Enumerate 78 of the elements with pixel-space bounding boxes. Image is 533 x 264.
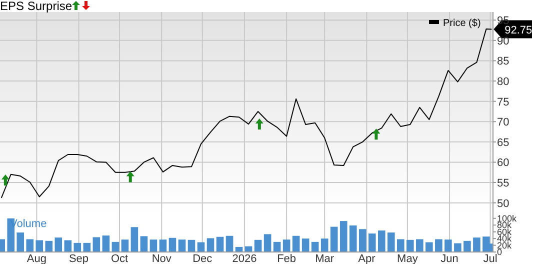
bar	[435, 239, 442, 252]
point	[1, 174, 10, 186]
data-label: 92.75	[504, 24, 532, 36]
bar	[282, 240, 290, 252]
y-tick-label: 55	[497, 178, 510, 190]
x-tick-label: May	[397, 253, 418, 264]
bar	[444, 240, 452, 252]
y-tick-label: 65	[497, 136, 510, 149]
y-tick-label: 60	[497, 157, 510, 170]
y-tick-label: 90	[497, 35, 510, 48]
bar	[130, 227, 138, 252]
point	[255, 118, 264, 130]
bar	[464, 240, 471, 252]
bar	[320, 238, 328, 252]
bar	[302, 238, 310, 252]
bar	[83, 242, 91, 252]
bar	[426, 242, 433, 252]
bar	[112, 242, 120, 252]
bar	[396, 239, 404, 252]
line-series	[0, 28, 492, 198]
y-tick-label: 0	[497, 247, 502, 257]
bar	[45, 240, 53, 252]
x-tick-label: 2026	[232, 253, 257, 264]
bar	[378, 230, 386, 252]
bar	[273, 242, 281, 252]
bar	[473, 238, 480, 252]
bar	[64, 240, 72, 252]
bar	[358, 229, 366, 252]
x-tick-label: Feb	[277, 253, 296, 264]
bar	[168, 238, 176, 252]
bar	[92, 237, 100, 252]
x-tick-label: Sep	[68, 253, 89, 264]
bar	[387, 232, 395, 252]
bar	[330, 226, 338, 252]
bar	[16, 232, 24, 252]
bar	[159, 240, 167, 252]
bar	[140, 236, 148, 252]
bar	[406, 240, 414, 252]
y-tick-label: 60k	[497, 226, 512, 237]
bar	[178, 240, 186, 252]
y-tick-label: 80	[497, 76, 510, 88]
bar	[349, 225, 357, 252]
bar	[26, 239, 34, 252]
bar	[36, 240, 44, 252]
x-tick-label: Apr	[358, 253, 376, 264]
bar	[74, 242, 82, 252]
bar	[226, 236, 234, 252]
bar	[54, 238, 62, 252]
bar	[150, 240, 158, 252]
bar	[340, 221, 348, 252]
bar	[311, 242, 319, 252]
bar	[206, 238, 214, 252]
x-tick-label: Jul	[483, 253, 498, 264]
bar	[454, 243, 462, 252]
x-tick-label: Mar	[315, 253, 334, 264]
bar	[188, 240, 196, 252]
chart-title: EPS Surprise	[0, 0, 72, 13]
x-tick-label: Jun	[440, 253, 458, 264]
y-tick-label: 50	[497, 198, 510, 210]
bar	[197, 242, 205, 252]
bar	[264, 234, 272, 252]
bar	[416, 239, 424, 252]
x-tick-label: Dec	[192, 253, 213, 264]
point	[126, 171, 134, 182]
bar	[254, 240, 262, 252]
x-tick-label: Aug	[26, 253, 46, 264]
bar	[368, 234, 376, 252]
point	[372, 128, 380, 140]
bar	[102, 236, 110, 252]
bar	[216, 236, 224, 252]
y-tick-label: 85	[497, 56, 510, 68]
bar	[121, 240, 129, 252]
y-tick-label: 70	[497, 116, 510, 129]
x-tick-label: Nov	[152, 253, 172, 264]
y-tick-label: 75	[497, 96, 510, 108]
legend-label: Price ($)	[443, 18, 481, 29]
bar	[292, 236, 300, 252]
x-tick-label: Oct	[110, 253, 128, 264]
